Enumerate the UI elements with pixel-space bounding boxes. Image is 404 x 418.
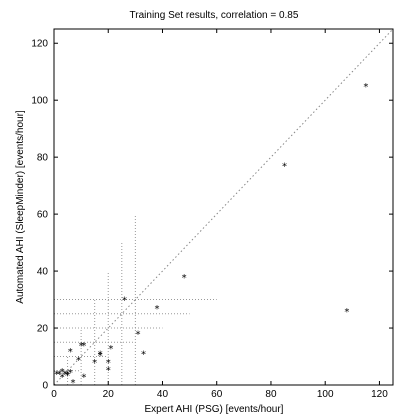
data-point: *: [282, 162, 288, 173]
y-tick-label: 120: [31, 39, 48, 50]
data-point: *: [54, 370, 60, 381]
x-tick-label: 20: [103, 389, 115, 400]
x-tick-label: 80: [265, 389, 277, 400]
data-point: *: [81, 372, 87, 383]
data-point: *: [97, 350, 103, 361]
data-point: *: [59, 367, 65, 378]
x-tick-label: 60: [211, 389, 223, 400]
x-tick-label: 100: [317, 389, 334, 400]
y-tick-label: 0: [42, 381, 48, 392]
plot-frame: [53, 28, 394, 386]
data-point: *: [70, 378, 76, 389]
y-tick-label: 100: [31, 96, 48, 107]
x-axis: 0 20 40 60 80 100 120: [51, 29, 388, 400]
data-point: *: [75, 355, 81, 366]
data-point: *: [154, 304, 160, 315]
data-point: *: [62, 370, 68, 381]
data-point: *: [59, 372, 65, 383]
y-tick-label: 80: [37, 153, 49, 164]
x-tick-label: 120: [371, 389, 388, 400]
y-axis-label: Automated AHI (SleepMinder) [events/hour…: [15, 110, 26, 304]
data-point: *: [108, 344, 114, 355]
data-point: *: [140, 350, 146, 361]
y-axis: 0 20 40 60 80 100 120: [31, 39, 393, 392]
data-point: *: [363, 82, 369, 93]
data-point: *: [65, 370, 71, 381]
data-points: ****************************: [54, 82, 369, 389]
data-point: *: [135, 330, 141, 341]
data-point: *: [78, 341, 84, 352]
x-axis-label: Expert AHI (PSG) [events/hour]: [145, 404, 284, 415]
x-tick-label: 40: [157, 389, 169, 400]
data-point: *: [67, 368, 73, 379]
data-point: *: [344, 307, 350, 318]
plot-background: [54, 29, 393, 385]
y-tick-label: 40: [37, 267, 49, 278]
data-point: *: [97, 351, 103, 362]
data-point: *: [81, 341, 87, 352]
chart-title: Training Set results, correlation = 0.85: [130, 10, 299, 21]
y-tick-label: 60: [37, 210, 49, 221]
data-point: *: [92, 358, 98, 369]
data-point: *: [121, 296, 127, 307]
reference-lines: [53, 28, 394, 386]
y-tick-label: 20: [37, 324, 49, 335]
x-tick-label: 0: [51, 389, 57, 400]
data-point: *: [181, 273, 187, 284]
data-point: *: [65, 371, 71, 382]
data-point: *: [105, 365, 111, 376]
data-point: *: [56, 370, 62, 381]
data-point: *: [105, 358, 111, 369]
data-point: *: [67, 347, 73, 358]
